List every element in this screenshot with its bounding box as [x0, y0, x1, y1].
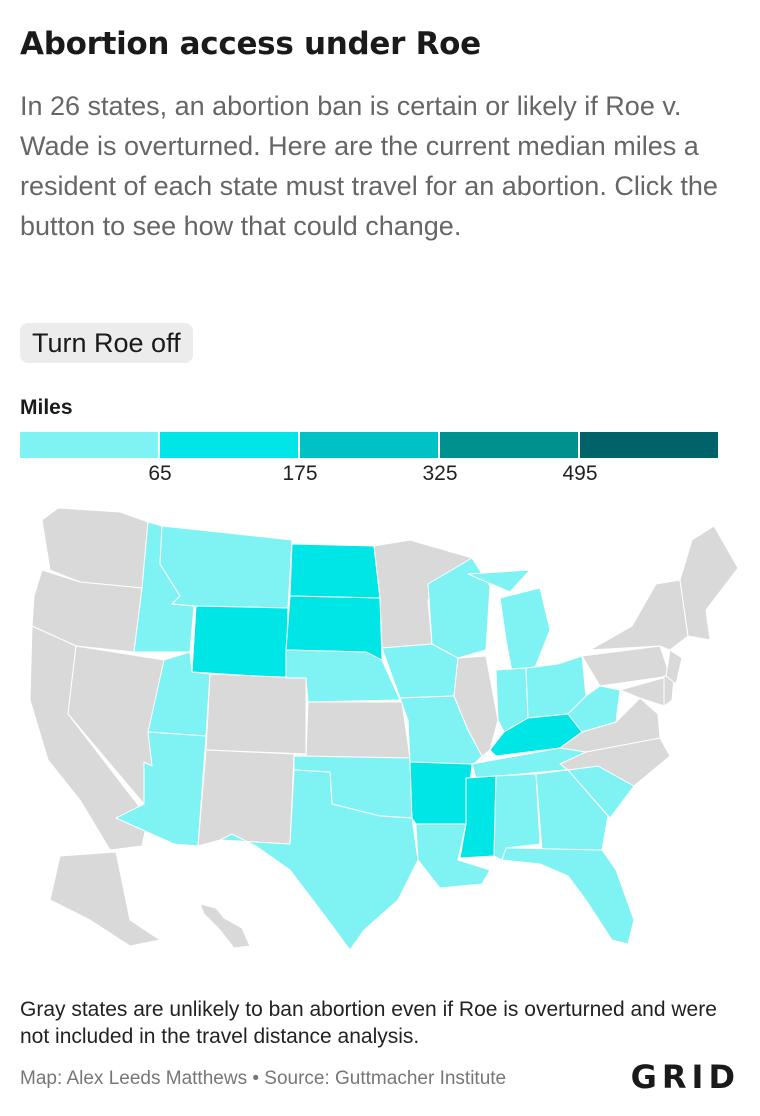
- state-az[interactable]: [115, 731, 207, 847]
- state-ny[interactable]: [589, 579, 689, 651]
- state-mn[interactable]: [373, 539, 473, 649]
- legend-bin-4: [440, 432, 580, 458]
- state-ks[interactable]: [305, 701, 411, 759]
- legend-bin-1: [20, 432, 160, 458]
- legend-tick-65: 65: [148, 462, 172, 485]
- legend-tick-175: 175: [282, 462, 318, 485]
- state-ne[interactable]: [285, 649, 401, 703]
- legend-color-bar: [20, 432, 718, 458]
- grid-logo: GRID: [630, 1058, 740, 1096]
- us-state-map: [29, 507, 739, 951]
- turn-roe-off-button[interactable]: Turn Roe off: [20, 323, 193, 363]
- chart-subtitle: In 26 states, an abortion ban is certain…: [20, 91, 718, 241]
- legend-tick-325: 325: [422, 462, 458, 485]
- state-ak[interactable]: [49, 851, 161, 947]
- state-ne-states[interactable]: [679, 525, 739, 641]
- legend-tick-495: 495: [562, 462, 598, 485]
- state-co[interactable]: [205, 673, 307, 755]
- state-il[interactable]: [453, 655, 499, 757]
- state-nm[interactable]: [197, 749, 295, 847]
- state-ar[interactable]: [409, 761, 473, 825]
- state-ms[interactable]: [459, 775, 497, 859]
- legend-title: Miles: [20, 396, 73, 419]
- legend-bin-3: [300, 432, 440, 458]
- legend-bin-2: [160, 432, 300, 458]
- state-nj[interactable]: [665, 649, 683, 685]
- footnote: Gray states are unlikely to ban abortion…: [20, 998, 717, 1048]
- chart-title: Abortion access under Roe: [20, 26, 481, 62]
- state-wy[interactable]: [191, 605, 289, 679]
- state-hi[interactable]: [199, 903, 251, 949]
- state-wi[interactable]: [427, 557, 491, 659]
- state-nd[interactable]: [289, 543, 381, 599]
- state-va[interactable]: [559, 697, 661, 753]
- state-or[interactable]: [31, 569, 143, 653]
- state-tx[interactable]: [219, 769, 419, 951]
- legend-bin-5: [580, 432, 718, 458]
- state-fl[interactable]: [501, 847, 635, 945]
- source-credit: Map: Alex Leeds Matthews • Source: Guttm…: [20, 1068, 507, 1089]
- state-ga[interactable]: [535, 769, 609, 851]
- state-mt[interactable]: [159, 525, 293, 609]
- state-al[interactable]: [493, 773, 541, 861]
